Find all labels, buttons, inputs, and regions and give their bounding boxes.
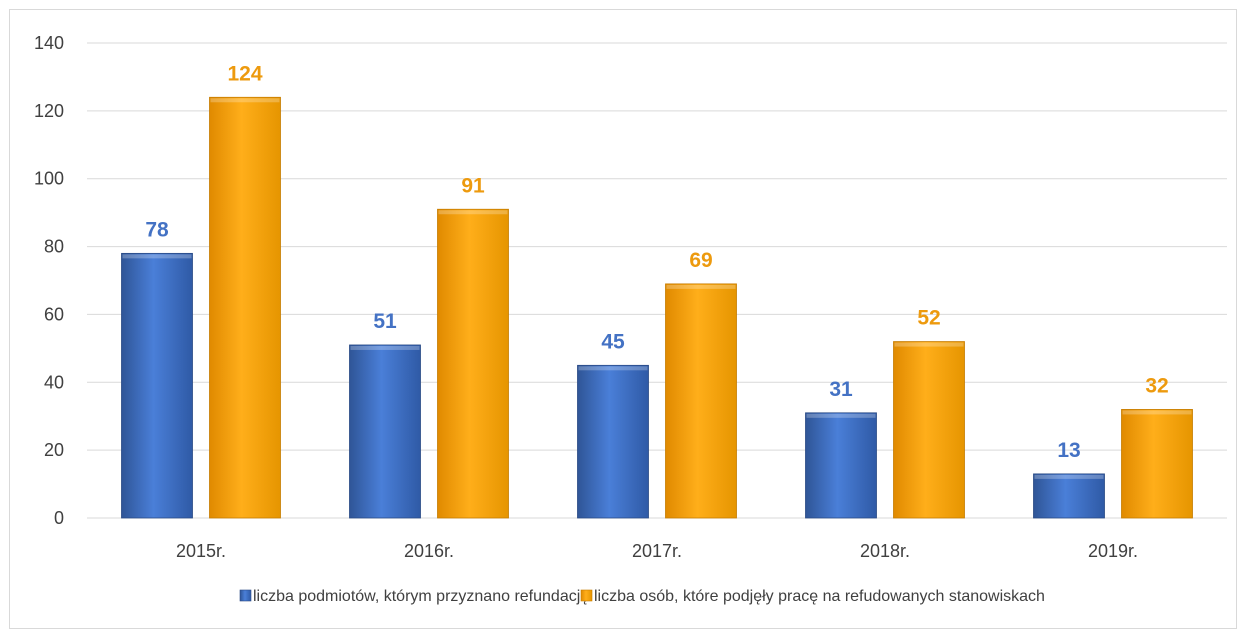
bar-bevel — [438, 210, 508, 215]
data-label-series-1: 31 — [829, 378, 853, 401]
bar-bevel — [894, 342, 964, 347]
y-tick-label: 20 — [44, 440, 64, 460]
bar-bevel — [1034, 474, 1104, 479]
data-label-series-1: 78 — [145, 218, 169, 241]
bar-series-2 — [209, 96, 281, 519]
data-label-series-1: 13 — [1057, 439, 1080, 462]
legend-marker-series-1 — [239, 589, 252, 602]
data-label-series-2: 69 — [689, 249, 712, 272]
data-label-series-1: 51 — [373, 310, 397, 333]
bar-series-1 — [577, 364, 649, 519]
bar-series-1 — [121, 252, 193, 519]
x-tick-label: 2018r. — [860, 541, 910, 561]
bar-series-1 — [349, 344, 421, 519]
bar-bevel — [210, 98, 280, 103]
bar-series-1 — [1033, 473, 1105, 519]
data-label-series-2: 91 — [461, 174, 485, 197]
x-tick-label: 2017r. — [632, 541, 682, 561]
y-tick-label: 80 — [44, 237, 64, 257]
x-tick-label: 2016r. — [404, 541, 454, 561]
bar-bevel — [666, 284, 736, 289]
y-tick-label: 60 — [44, 304, 64, 324]
x-tick-label: 2015r. — [176, 541, 226, 561]
x-tick-label: 2019r. — [1088, 541, 1138, 561]
data-labels: 78 124 51 91 45 69 31 52 13 32 — [145, 62, 1168, 462]
bars — [121, 96, 1193, 519]
bar-bevel — [806, 413, 876, 418]
y-tick-label: 40 — [44, 372, 64, 392]
bar-series-2 — [437, 208, 509, 519]
data-label-series-2: 32 — [1145, 374, 1168, 397]
legend-label-series-1: liczba podmiotów, którym przyznano refun… — [253, 588, 589, 605]
bar-series-2 — [665, 283, 737, 519]
bar-series-1 — [805, 412, 877, 519]
bar-bevel — [578, 366, 648, 371]
data-label-series-2: 124 — [227, 62, 262, 85]
y-tick-label: 100 — [34, 169, 64, 189]
y-tick-label: 120 — [34, 101, 64, 121]
bar-bevel — [1122, 410, 1192, 415]
y-tick-label: 0 — [54, 508, 64, 528]
data-label-series-2: 52 — [917, 307, 940, 330]
bar-bevel — [350, 345, 420, 350]
legend-label-series-2: liczba osób, które podjęły pracę na refu… — [594, 588, 1045, 605]
y-tick-label: 140 — [34, 33, 64, 53]
data-label-series-1: 45 — [601, 330, 625, 353]
legend: liczba podmiotów, którym przyznano refun… — [239, 588, 1045, 605]
bar-series-2 — [893, 341, 965, 519]
legend-marker-series-2 — [580, 589, 593, 602]
y-axis-ticks: 0 20 40 60 80 100 120 140 — [34, 33, 64, 528]
bar-series-2 — [1121, 409, 1193, 519]
x-axis-ticks: 2015r. 2016r. 2017r. 2018r. 2019r. — [176, 541, 1138, 561]
bar-bevel — [122, 254, 192, 259]
